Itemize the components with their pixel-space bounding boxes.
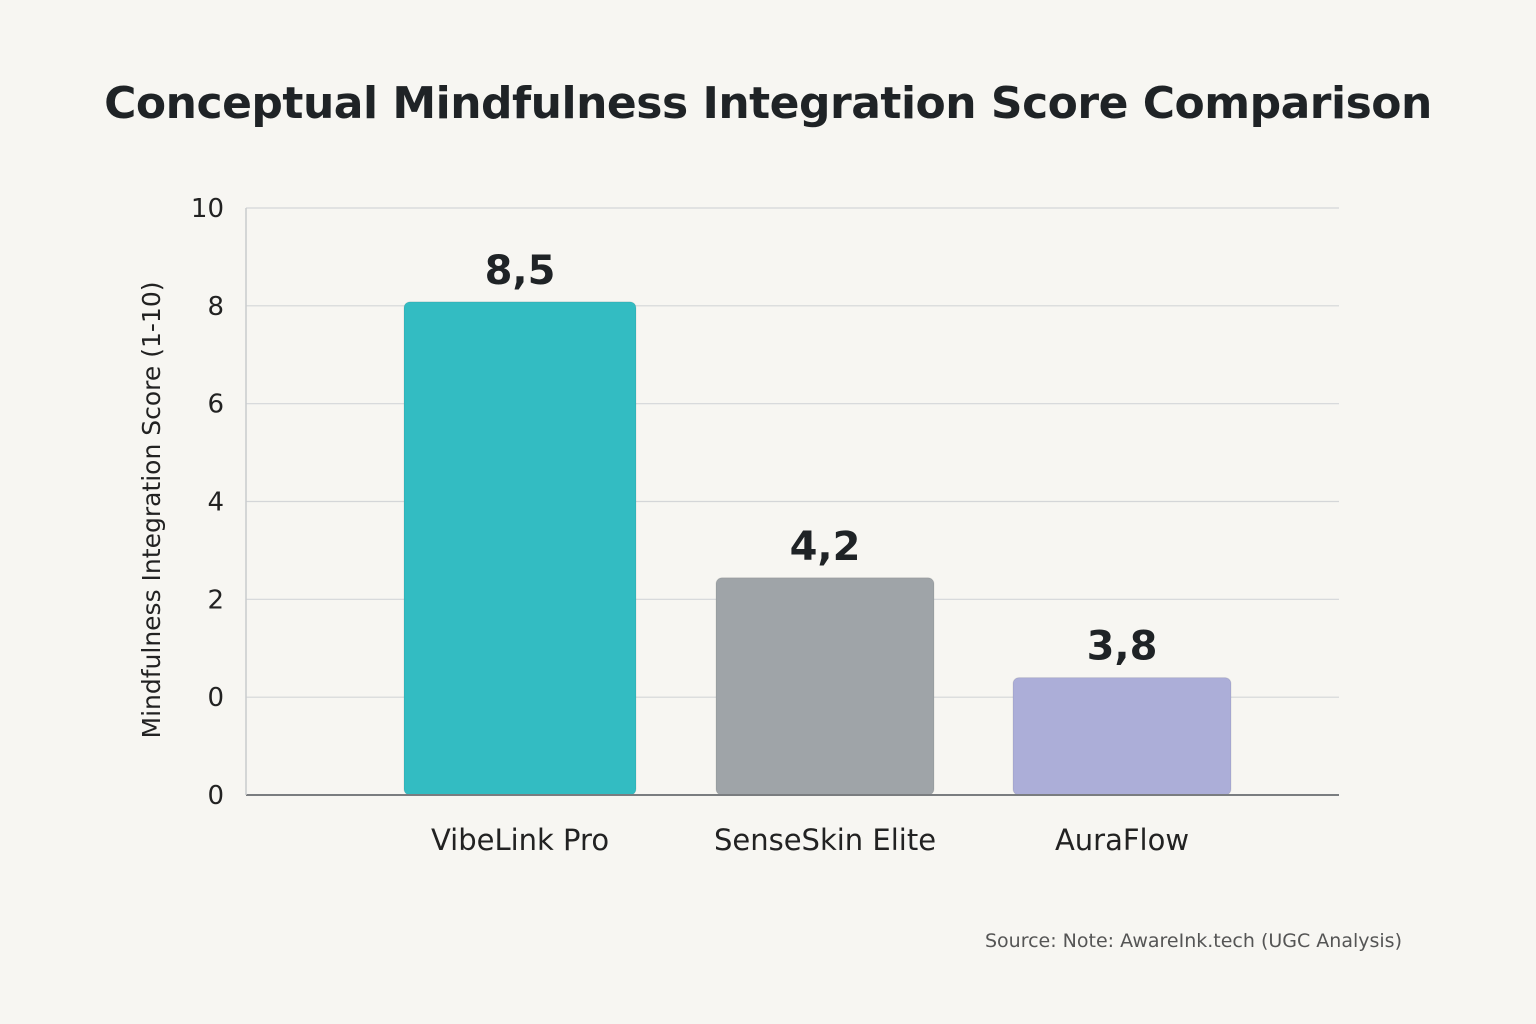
y-axis-label: Mindfulness Integration Score (1-10) — [137, 282, 166, 739]
y-tick-label: 2 — [207, 585, 224, 615]
bar-vibelink-pro — [403, 301, 637, 796]
y-tick-label: 10 — [191, 194, 224, 224]
bar-value-label: 3,8 — [1087, 624, 1158, 670]
chart-title: Conceptual Mindfulness Integration Score… — [104, 78, 1432, 129]
y-axis-ticks: 10 8 6 4 2 0 0 — [191, 194, 224, 811]
value-labels: 8,5 4,2 3,8 — [485, 248, 1158, 670]
bar-senseskin-elite — [715, 577, 935, 796]
y-tick-label: 4 — [207, 488, 224, 518]
x-category-label: AuraFlow — [1055, 823, 1189, 857]
y-tick-label: 0 — [207, 781, 224, 811]
y-tick-label: 6 — [207, 390, 224, 420]
x-category-label: VibeLink Pro — [431, 823, 609, 857]
y-tick-label: 8 — [207, 292, 224, 322]
bar-value-label: 8,5 — [485, 248, 556, 294]
bar-value-label: 4,2 — [790, 524, 861, 570]
bar-auraflow — [1012, 677, 1232, 796]
bars — [403, 301, 1232, 796]
x-axis-categories: VibeLink Pro SenseSkin Elite AuraFlow — [431, 823, 1189, 857]
source-note: Source: Note: AwareInk.tech (UGC Analysi… — [984, 930, 1402, 952]
x-category-label: SenseSkin Elite — [714, 823, 936, 857]
y-tick-label: 0 — [207, 683, 224, 713]
